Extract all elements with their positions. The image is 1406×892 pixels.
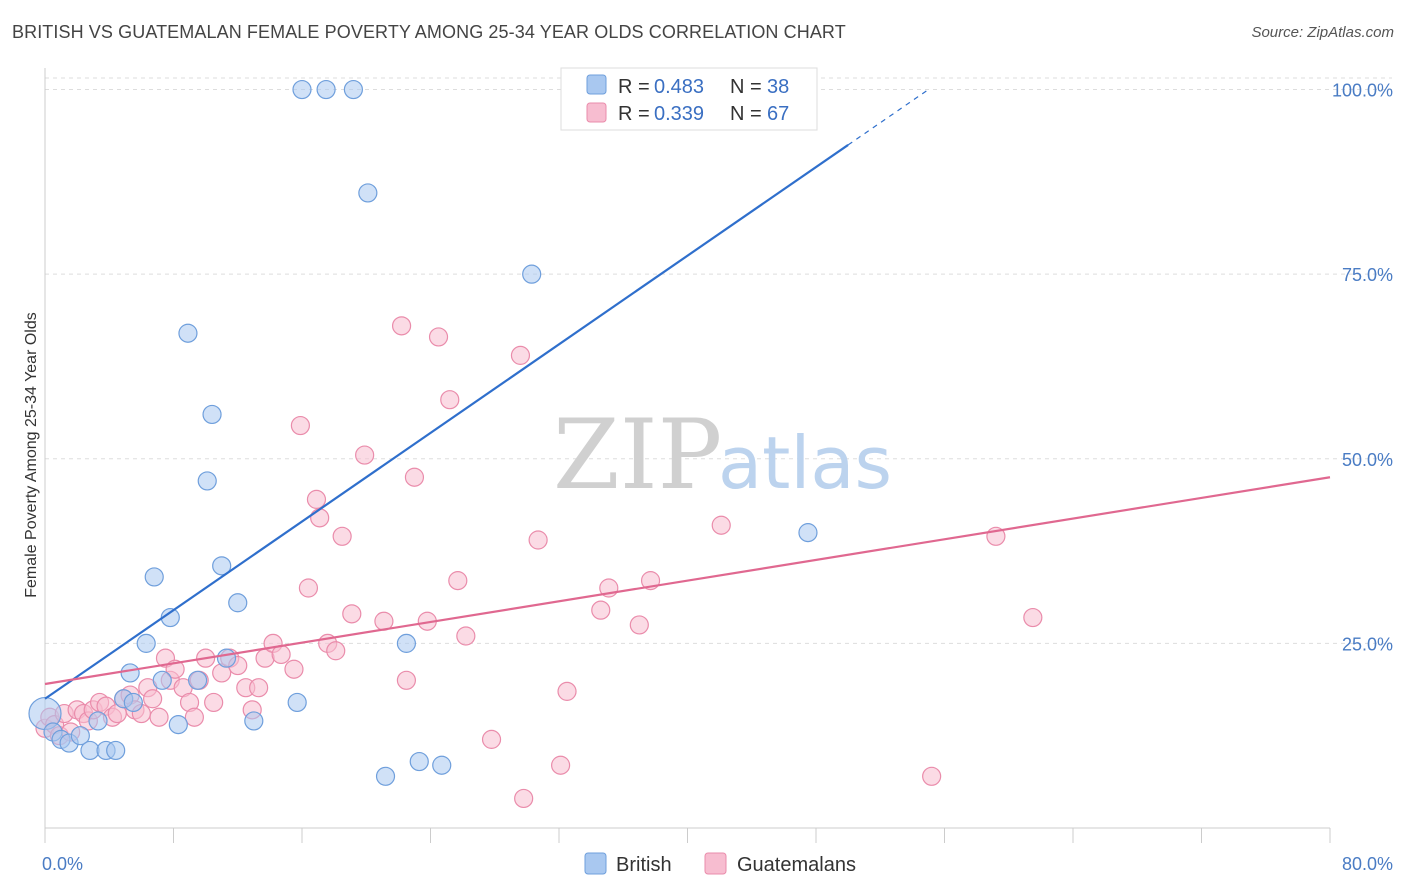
guatemalans-point [440,390,460,410]
british-point [80,740,100,761]
guatemalans-point [514,788,534,809]
legend-british-n-label: N = [730,76,762,98]
x-tick-label: 0.0% [42,854,83,874]
british-point [168,715,188,735]
y-axis-label: Female Poverty Among 25-34 Year Olds [23,312,40,598]
guatemalans-point [428,327,449,347]
legend-british-r-value: 0.483 [654,76,704,98]
y-tick-label: 50.0% [1342,450,1393,470]
british-point [292,79,312,100]
legend-british-n-value: 38 [767,76,789,98]
legend-guatemalans-r-value: 0.339 [654,103,704,125]
legend-guatemalans-n-value: 67 [767,103,789,125]
british-point [316,79,336,100]
british-point [287,692,307,713]
guatemalans-point [481,729,502,749]
guatemalans-point [342,604,362,624]
british-point [144,567,164,587]
y-tick-label: 100.0% [1332,81,1393,101]
guatemalans-point [204,692,224,713]
guatemalans-point [922,766,942,786]
trend-lines [44,89,1331,700]
british-point [197,471,217,491]
guatemalans-point [298,578,319,598]
x-tick-label: 80.0% [1342,854,1393,874]
british-point [212,556,232,576]
guatemalans-point [456,626,476,646]
british-point [343,79,363,100]
guatemalans-point [326,641,346,661]
guatemalans-point [306,489,327,509]
chart-title: BRITISH VS GUATEMALAN FEMALE POVERTY AMO… [12,22,846,42]
british-point [187,670,208,690]
watermark: ZIP atlas [553,399,892,511]
guatemalans-point [711,515,731,535]
series-legend-british-swatch [584,852,607,875]
guatemalans-point [404,467,425,487]
guatemalans-point [391,316,412,336]
british-point [358,183,378,203]
guatemalans-point [1023,607,1043,628]
guatemalans-point [551,755,571,775]
series-legend-british-label: British [616,854,672,876]
british-point [178,323,198,343]
legend-british-r-label: R = [618,76,650,98]
series-british-points [28,79,818,786]
guatemalans-point [591,600,611,620]
british-point [522,264,542,284]
series-legend: British Guatemalans [584,852,856,876]
guatemalans-point [396,670,417,690]
source-label: Source: ZipAtlas.com [1251,24,1394,41]
guatemalans-point [143,689,163,709]
british-point [70,726,90,746]
series-legend-guatemalans-label: Guatemalans [737,854,856,876]
british-point [136,633,156,653]
british-point [228,593,248,613]
british-point [409,751,429,772]
british-point [216,648,237,668]
british-point [106,740,126,761]
y-tick-label: 75.0% [1342,265,1393,285]
british-trend-extension [847,89,929,146]
guatemalans-point [284,659,304,679]
british-point [375,766,396,786]
series-guatemalans-points [35,316,1043,809]
guatemalans-point [332,526,352,546]
guatemalans-point [249,678,269,698]
guatemalans-point [448,571,468,591]
british-point [120,663,140,683]
y-tick-label: 25.0% [1342,634,1393,654]
guatemalans-trend-line [44,476,1331,686]
british-point [202,404,222,425]
legend-guatemalans-r-label: R = [618,103,650,125]
british-point [123,692,143,713]
guatemalans-point [310,508,330,528]
guatemalans-point [184,707,204,727]
british-point [88,711,108,731]
british-trend-line [44,144,849,700]
stats-legend: R = 0.483 N = 38 R = 0.339 N = 67 [560,67,818,131]
watermark-atlas: atlas [718,421,892,505]
guatemalans-point [271,644,291,665]
series-legend-guatemalans-swatch [704,852,727,875]
guatemalans-point [629,615,649,635]
british-point [244,711,264,731]
legend-guatemalans-n-label: N = [730,103,762,125]
british-point [152,670,172,690]
british-point [798,523,818,543]
guatemalans-point [290,415,310,436]
british-point [432,755,452,775]
watermark-zip: ZIP [553,399,722,511]
legend-guatemalans-swatch [586,102,607,123]
guatemalans-point [355,445,375,465]
tick-labels: 25.0% 50.0% 75.0% 100.0% 0.0% 80.0% [42,81,1393,874]
guatemalans-point [528,530,548,550]
guatemalans-point [510,345,531,365]
legend-british-swatch [586,74,607,95]
guatemalans-point [149,707,169,727]
british-point [396,633,417,653]
guatemalans-point [557,681,577,701]
